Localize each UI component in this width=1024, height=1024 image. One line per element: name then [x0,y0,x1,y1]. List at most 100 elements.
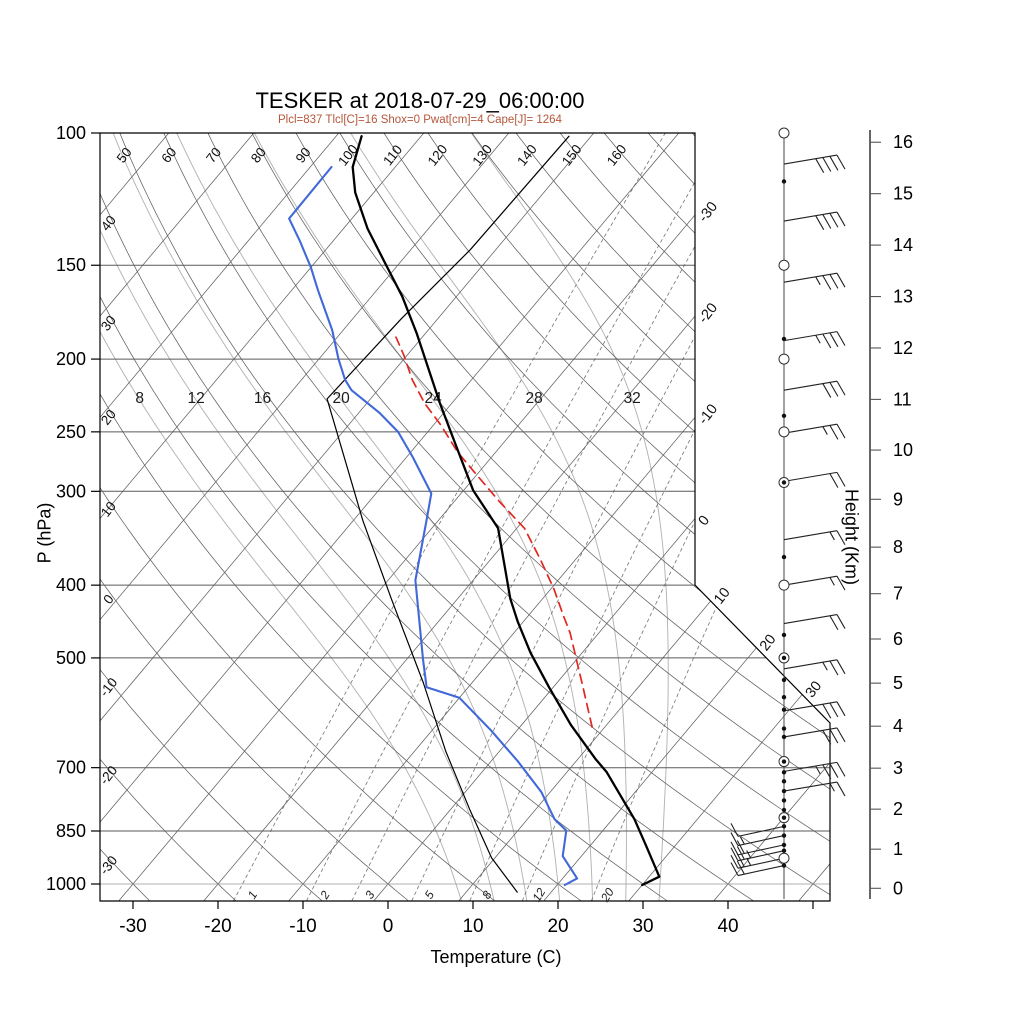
level-dot-marker [781,824,787,829]
barb-feather [736,840,745,854]
wind-barb-shaft [783,761,838,772]
height-tick-label: 4 [893,716,903,736]
dry-adiabat-line [559,133,830,901]
height-tick-label: 3 [893,758,903,778]
barb-feather [822,214,832,229]
wind-barb-shaft [783,423,838,434]
mixing-ratio-line [233,133,666,901]
level-circle-marker [778,852,790,864]
wind-barb-shaft [783,272,838,283]
isotherm-line [118,133,765,901]
isotherm-label-right: 0 [696,513,714,529]
level-dot-marker [781,677,787,683]
level-dot-marker [781,833,787,838]
level-dot-marker [781,413,787,419]
plot-frame [99,132,831,902]
dry-adiabat-label-top: 140 [514,142,540,169]
barb-feather [836,701,846,717]
wind-barb-shaft [783,530,838,541]
barb-half-feather [829,531,835,541]
barb-feather [836,472,846,487]
level-dot-marker [781,480,787,485]
level-circle-marker [778,579,790,591]
wind-barb-shaft [783,701,838,712]
level-dot-marker [781,179,787,184]
height-tick-label: 8 [893,537,903,557]
isotherm-label-right: -20 [696,300,722,326]
pressure-tick-label: 150 [56,255,86,275]
height-tick-label: 16 [893,132,913,152]
wind-barb [783,781,846,797]
isotherm-line [100,133,680,901]
dry-adiabat-label-top: 90 [293,145,314,166]
pressure-axis: 100 150 200 250 300 400 500 700 850 1000 [46,123,100,894]
barb-feather [829,660,839,676]
barb-half-feather [746,850,752,859]
barb-feather [836,727,846,743]
dry-adiabat-line [100,133,409,901]
level-circle-marker [778,127,790,139]
page-title: TESKER at 2018-07-29_06:00:00 [255,88,585,113]
barb-feather [836,211,846,227]
dry-adiabat-label-left: 30 [98,313,119,334]
barb-half-feather [739,836,745,845]
dry-adiabat-line [515,133,830,901]
isotherm-line [713,133,830,901]
height-tick-label: 10 [893,440,913,460]
dry-adiabat-line [100,133,323,901]
parcel-curve [395,336,593,728]
height-tick-label: 7 [893,584,903,604]
barb-half-feather [829,577,835,586]
wind-barb-shaft [737,850,785,862]
barb-feather [829,425,839,440]
moist-adiabat-label: 16 [254,390,271,407]
barb-feather [836,614,846,629]
wind-barb-shaft [737,865,785,877]
temperature-tick-label: 20 [547,916,568,937]
barb-feather [730,862,739,876]
dry-adiabat-label-top: 130 [469,142,495,169]
isotherm-line [458,133,830,901]
dry-adiabat-line [100,133,495,901]
barb-feather [730,832,739,846]
barb-half-feather [815,276,821,286]
wind-barb [783,659,846,676]
barb-feather [829,274,839,289]
wind-barb-shaft [783,727,838,738]
level-dot-marker [781,759,787,764]
height-axis-label: Height (Km) [841,488,862,586]
wind-barb-shaft [783,614,838,625]
wind-barb-shaft [737,835,785,847]
barb-feather [836,154,846,170]
dry-adiabat-label-top: 160 [604,142,630,169]
pressure-tick-label: 250 [56,422,86,442]
dry-adiabat-label-top: 120 [425,142,451,169]
level-circle-marker [778,426,790,438]
dry-adiabat-label-top: 70 [203,145,224,166]
level-dot-marker [781,779,787,784]
aux-curve [326,135,570,893]
barb-feather [730,854,739,869]
temperature-tick-label: 0 [383,916,394,937]
wind-barb-shaft [783,575,838,586]
barb-feather [822,703,832,719]
barb-feather [829,702,839,718]
moist-adiabat-line [112,133,528,901]
isotherm-line [100,133,425,901]
barb-feather [829,473,839,488]
moist-adiabats [100,133,669,901]
dry-adiabat-line [119,133,830,901]
barb-feather [822,333,832,349]
wind-barb [730,860,785,877]
temperature-axis-label: Temperature (C) [430,947,562,967]
wind-barb-shaft [783,331,838,342]
moist-adiabat-line [470,133,669,901]
height-tick-label: 6 [893,629,903,649]
height-tick-label: 14 [893,235,913,255]
barb-feather [836,423,846,439]
sounding-indices-subtitle: Plcl=837 Tlcl[C]=16 Shox=0 Pwat[cm]=4 Ca… [278,114,562,126]
barb-feather [736,853,745,868]
wind-barb [783,331,846,349]
barb-feather [829,156,839,171]
